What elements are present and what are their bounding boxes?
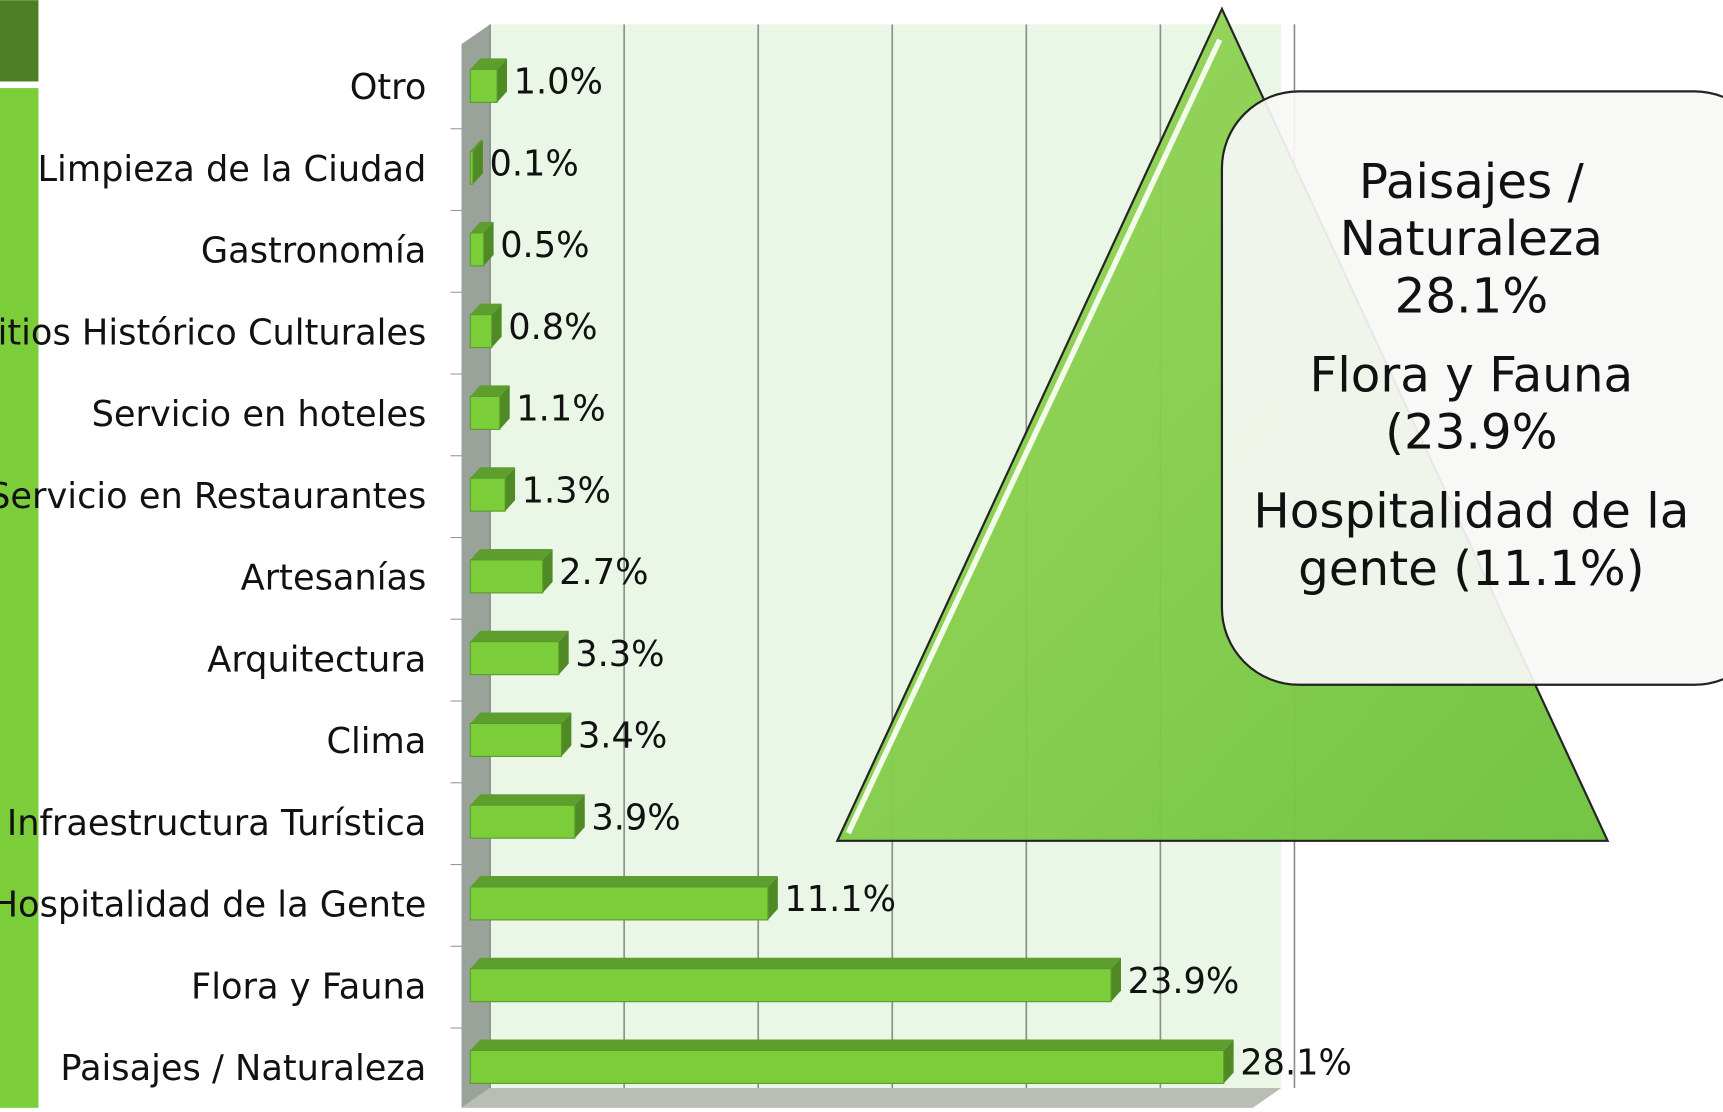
value-label: 28.1% (1240, 1043, 1352, 1084)
bar (469, 559, 544, 594)
y-tick-label: Paisajes / Naturaleza (60, 1048, 426, 1089)
bar-top (470, 140, 483, 152)
value-label: 3.4% (578, 716, 667, 757)
y-tick-label: Flora y Fauna (191, 966, 426, 1007)
bar-top (470, 467, 516, 479)
side-band-dark (0, 0, 39, 82)
y-tick-label: Limpieza de la Ciudad (37, 149, 426, 190)
y-tick-label: Clima (326, 721, 426, 762)
bar-side (491, 303, 502, 348)
value-label: 3.9% (591, 797, 680, 838)
bar-top (470, 957, 1122, 969)
value-label: 11.1% (784, 879, 896, 920)
bar-side (561, 712, 572, 757)
bar-top (470, 1039, 1234, 1051)
bar-side (497, 58, 508, 103)
value-label: 2.7% (559, 552, 648, 593)
y-tick-label: Servicio en hoteles (92, 394, 427, 435)
bar-top (470, 630, 569, 642)
value-label: 1.0% (514, 62, 603, 103)
bar (469, 68, 498, 103)
y-tick-label: Hospitalidad de la Gente (0, 885, 426, 926)
value-label: 0.5% (500, 225, 589, 266)
value-label: 0.8% (508, 307, 597, 348)
value-label: 0.1% (489, 143, 578, 184)
callout: Paisajes / Naturaleza 28.1% Flora y Faun… (1231, 154, 1712, 598)
pyramid-highlight (845, 38, 1223, 835)
bar (469, 722, 563, 757)
bar-top (470, 303, 502, 315)
bar-side (499, 385, 510, 430)
bar (469, 477, 506, 512)
annotation: Paisajes / Naturaleza 28.1% (1339, 154, 1603, 325)
bar-top (470, 385, 510, 397)
plot-floor (461, 1088, 1282, 1108)
bar (469, 968, 1112, 1003)
bar-top (470, 712, 572, 724)
value-label: 23.9% (1128, 961, 1240, 1002)
bar (469, 395, 501, 430)
bars: 1.0% 0.1% 0.5% 0.8% 1.1% 1.3% 2.7% 3.3% 3.4% 3.9%… (469, 58, 1352, 1084)
callout-text: Paisajes / Naturaleza 28.1% Flora y Faun… (1231, 154, 1712, 598)
y-tick-label: Arquitectura (207, 639, 426, 680)
bar (469, 232, 485, 267)
bar (469, 150, 474, 185)
bar-side (558, 630, 569, 675)
y-tick-label: Artesanías (241, 558, 427, 599)
bar-side (767, 875, 778, 920)
annotation: Flora y Fauna (23.9% (1309, 347, 1634, 461)
bar-top (470, 875, 778, 887)
bar (469, 641, 560, 676)
value-label: 3.3% (575, 634, 664, 675)
bar-top (470, 221, 494, 233)
value-label: 1.1% (516, 389, 605, 430)
y-tick-label: Otro (350, 67, 427, 108)
bar-side (1223, 1039, 1234, 1084)
bar-side (483, 221, 494, 266)
y-tick-label: Sitios Histórico Culturales (0, 312, 426, 353)
bar-side (542, 548, 553, 593)
bar-top (470, 58, 508, 70)
y-tick-label: Infraestructura Turística (7, 803, 426, 844)
bar (469, 314, 493, 349)
annotation: Hospitalidad de la gente (11.1%) (1253, 483, 1690, 597)
side-band (0, 88, 39, 1108)
callout-box (1220, 90, 1723, 686)
value-label: 1.3% (522, 470, 611, 511)
bar-top (470, 794, 585, 806)
bar (469, 886, 769, 921)
bar-side (574, 794, 585, 839)
bar (469, 804, 576, 839)
y-tick-label: Servicio en Restaurantes (0, 476, 426, 517)
bar-side (472, 140, 483, 185)
bar-top (470, 548, 553, 560)
y-tick-label: Gastronomía (201, 231, 426, 272)
bar-side (505, 467, 516, 512)
bar (469, 1049, 1225, 1084)
bar-side (1111, 957, 1122, 1002)
